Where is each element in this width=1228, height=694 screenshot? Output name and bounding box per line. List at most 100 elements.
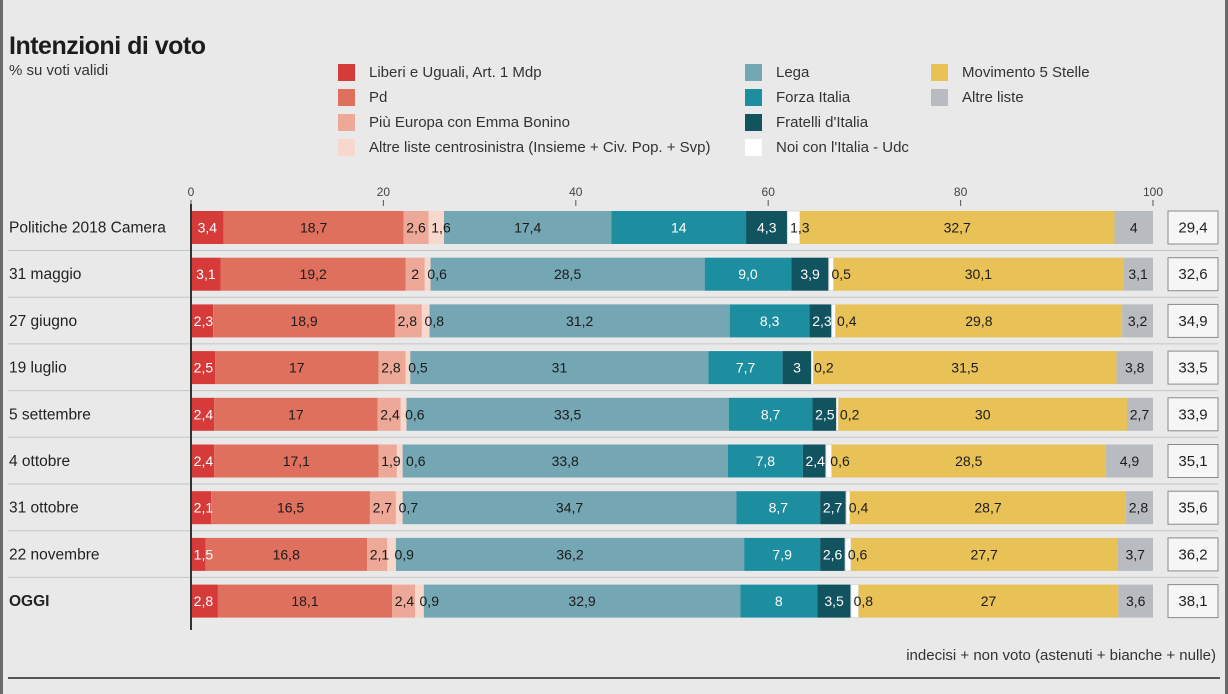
data-label: 33,5 <box>554 406 581 422</box>
legend-item: Più Europa con Emma Bonino <box>338 114 570 131</box>
bar-segment <box>405 351 411 385</box>
indecisi-value: 33,9 <box>1178 406 1207 423</box>
bar-segment <box>825 444 833 478</box>
data-label: 7,9 <box>772 546 792 562</box>
bar-segment <box>812 397 837 431</box>
legend-swatch <box>338 114 355 131</box>
legend-swatch <box>745 114 762 131</box>
indecisi-value: 36,2 <box>1178 546 1207 563</box>
category-label: 31 maggio <box>9 266 81 283</box>
bar-segment <box>191 537 206 571</box>
data-label: 0,4 <box>837 313 857 329</box>
bar-segment <box>421 304 430 338</box>
bar-segment <box>191 491 212 525</box>
indecisi-value: 34,9 <box>1178 313 1207 330</box>
indecisi-box <box>1167 257 1219 292</box>
legend-item: Noi con l'Italia - Udc <box>745 139 909 156</box>
bar-segment <box>396 444 403 478</box>
data-label: 2,6 <box>823 546 843 562</box>
indecisi-value: 32,6 <box>1178 266 1207 283</box>
legend-swatch <box>338 89 355 106</box>
data-label: 7,8 <box>756 453 776 469</box>
data-label: 2,8 <box>1129 500 1149 516</box>
bar-segment <box>395 537 745 571</box>
legend-label: Noi con l'Italia - Udc <box>776 139 909 156</box>
data-label: 8,3 <box>760 313 780 329</box>
legend-swatch <box>745 89 762 106</box>
bar-segment <box>211 491 370 525</box>
legend-swatch <box>338 64 355 81</box>
bar-segment <box>817 584 851 618</box>
data-label: 4,9 <box>1120 453 1140 469</box>
indecisi-box <box>1167 303 1219 338</box>
data-label: 9,0 <box>738 266 758 282</box>
legend-item: Forza Italia <box>745 89 850 106</box>
data-label: 4,3 <box>757 220 777 236</box>
legend-label: Più Europa con Emma Bonino <box>369 114 570 131</box>
data-label: 18,1 <box>291 593 318 609</box>
data-label: 32,7 <box>944 220 971 236</box>
bar-segment <box>191 351 216 385</box>
legend-label: Liberi e Uguali, Art. 1 Mdp <box>369 64 542 81</box>
data-label: 0,6 <box>427 266 447 282</box>
legend-label: Altre liste <box>962 89 1024 106</box>
bar-segment <box>403 211 429 244</box>
bar-segment <box>813 351 1117 385</box>
bar-segment <box>424 257 431 291</box>
indecisi-value: 35,6 <box>1178 500 1207 517</box>
data-label: 2,4 <box>194 453 214 469</box>
data-label: 0,6 <box>405 406 425 422</box>
legend-swatch <box>931 89 948 106</box>
legend-label: Pd <box>369 89 388 106</box>
bar-segment <box>791 257 829 291</box>
data-label: 33,8 <box>552 453 579 469</box>
data-label: 2,6 <box>406 220 426 236</box>
legend-item: Fratelli d'Italia <box>745 114 868 131</box>
legend-swatch <box>745 139 762 156</box>
legend-label: Movimento 5 Stelle <box>962 64 1090 81</box>
x-tick-label: 60 <box>762 185 776 199</box>
bar-segment <box>405 257 425 291</box>
data-label: 31,5 <box>951 360 978 376</box>
data-label: 17,1 <box>283 453 310 469</box>
data-label: 0,5 <box>408 360 428 376</box>
category-label: 19 luglio <box>9 360 67 377</box>
legend-item: Lega <box>745 64 809 81</box>
bar-segment <box>729 304 810 338</box>
indecisi-value: 29,4 <box>1178 220 1207 237</box>
data-label: 2,4 <box>805 453 825 469</box>
bar-segment <box>402 491 737 525</box>
bar-segment <box>429 304 730 338</box>
bar-segment <box>205 537 368 571</box>
data-label: 3,2 <box>1128 313 1148 329</box>
data-label: 0,8 <box>854 593 874 609</box>
bar-segment <box>858 584 1119 618</box>
data-label: 29,8 <box>965 313 992 329</box>
frame-left-border <box>0 0 3 694</box>
x-tick-label: 20 <box>377 185 391 199</box>
chart-subtitle: % su voti validi <box>9 62 109 79</box>
data-label: 27,7 <box>971 546 998 562</box>
bar-segment <box>191 397 215 431</box>
data-label: 7,7 <box>736 360 756 376</box>
bar-segment <box>704 257 792 291</box>
bar-segment <box>377 397 401 431</box>
bar-segment <box>378 351 406 385</box>
bar-segment <box>410 351 709 385</box>
data-label: 1,5 <box>194 546 214 562</box>
legend-item: Pd <box>338 89 387 106</box>
data-label: 31,2 <box>566 313 593 329</box>
bar-segment <box>394 304 422 338</box>
bar-segment <box>850 537 1118 571</box>
data-label: 18,7 <box>300 220 327 236</box>
bar-segment <box>1122 304 1153 338</box>
bar-segment <box>744 537 821 571</box>
bar-segment <box>191 304 214 338</box>
bar-segment <box>740 584 818 618</box>
legend-swatch <box>338 139 355 156</box>
bar-segment <box>728 397 813 431</box>
data-label: 2,5 <box>815 406 835 422</box>
frame-right-border <box>1225 0 1228 694</box>
bar-segment <box>746 211 788 244</box>
legend-label: Forza Italia <box>776 89 851 106</box>
